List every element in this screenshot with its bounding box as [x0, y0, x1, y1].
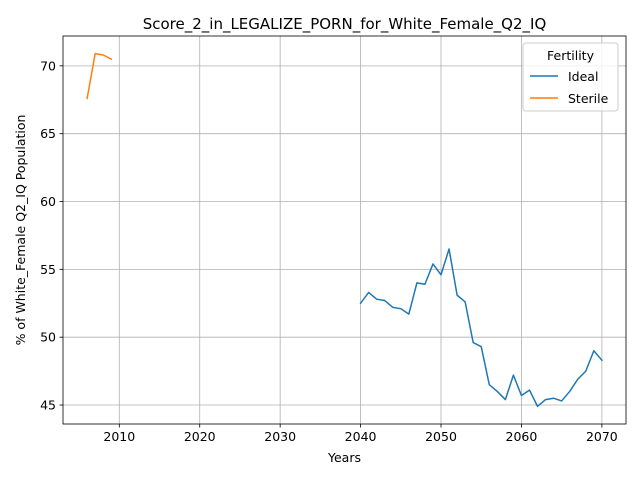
x-tick-label: 2030: [264, 429, 296, 444]
x-axis-label: Years: [327, 450, 361, 465]
series-layer: [86, 52, 603, 408]
chart-title: Score_2_in_LEGALIZE_PORN_for_White_Femal…: [143, 15, 547, 34]
y-tick-label: 60: [40, 194, 56, 209]
x-tick-label: 2040: [345, 429, 377, 444]
series-line-sterile: [86, 52, 113, 100]
legend-label-sterile: Sterile: [568, 91, 609, 106]
y-tick-label: 65: [40, 126, 56, 141]
x-tick-label: 2070: [586, 429, 618, 444]
x-tick-label: 2060: [506, 429, 538, 444]
plot-frame: [62, 35, 627, 425]
x-tick-label: 2010: [103, 429, 135, 444]
y-axis-label: % of White_Female Q2_IQ Population: [13, 115, 28, 346]
y-tick-label: 70: [40, 58, 56, 73]
y-tick-label: 50: [40, 330, 56, 345]
grid-layer: [63, 36, 626, 424]
legend: Fertility Ideal Sterile: [522, 42, 619, 112]
legend-label-ideal: Ideal: [568, 69, 598, 84]
x-tick-label: 2050: [425, 429, 457, 444]
legend-title: Fertility: [547, 48, 595, 63]
x-tick-label: 2020: [184, 429, 216, 444]
y-tick-label: 45: [40, 398, 56, 413]
y-tick-label: 55: [40, 262, 56, 277]
tick-layer: 2010 2020 2030 2040 2050 2060 2070 45 50 55 60 65 70: [40, 58, 618, 444]
legend-box: [522, 42, 619, 112]
series-line-ideal: [359, 248, 603, 408]
